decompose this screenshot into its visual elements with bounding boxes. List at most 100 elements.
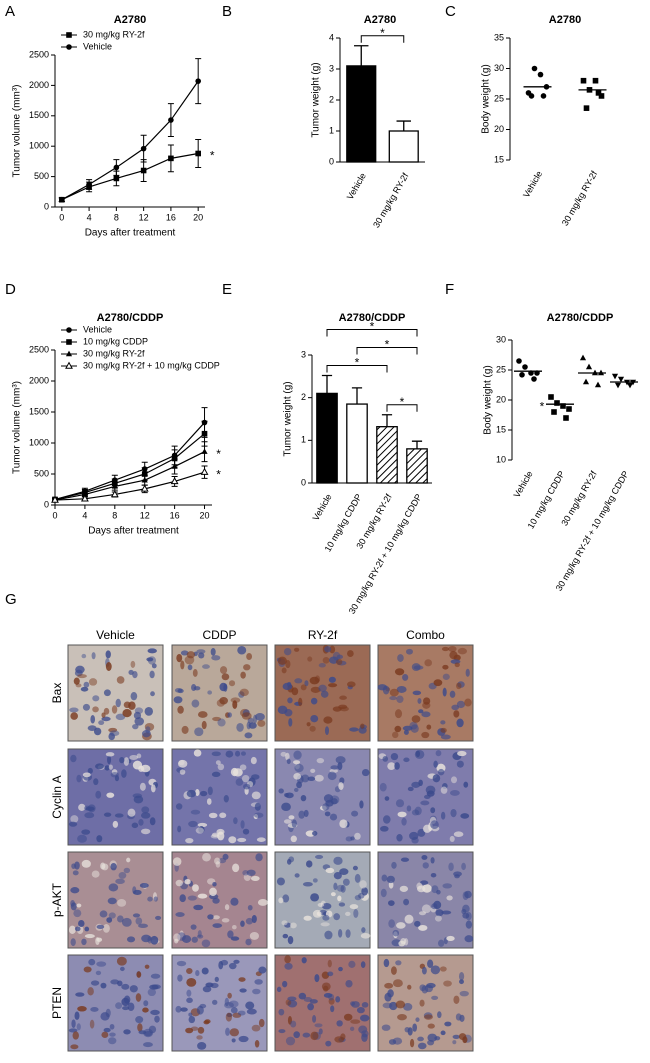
cell (242, 870, 249, 876)
cell (395, 960, 402, 966)
cell (127, 808, 136, 817)
cell (325, 1040, 332, 1047)
cell (138, 765, 145, 772)
cell (407, 786, 414, 792)
cell (212, 881, 217, 887)
cell (186, 977, 197, 987)
cell (396, 834, 403, 842)
cell (173, 696, 183, 704)
cell (361, 927, 366, 933)
legend-label: 30 mg/kg RY-2f + 10 mg/kg CDDP (83, 360, 220, 370)
cell (453, 710, 460, 718)
cell (146, 657, 154, 662)
cell (206, 798, 212, 805)
cell (417, 1036, 424, 1042)
cell (298, 992, 307, 1000)
cell (255, 713, 265, 721)
cell (458, 971, 465, 981)
cell (340, 884, 346, 893)
marker (551, 409, 557, 415)
cell (245, 1001, 255, 1010)
y-tick-label: 25 (494, 93, 504, 103)
cell (181, 935, 192, 943)
cell (411, 781, 421, 788)
cell (312, 831, 318, 836)
micrograph (171, 644, 268, 742)
y-tick-label: 4 (329, 32, 334, 42)
error-bar (396, 120, 411, 131)
cell (115, 698, 121, 708)
bar (406, 448, 428, 484)
y-tick-label: 2500 (29, 344, 49, 354)
cell (443, 980, 452, 987)
cell (287, 1015, 293, 1025)
cell (464, 890, 472, 899)
cell (81, 859, 91, 868)
cell (348, 960, 356, 968)
cell (462, 904, 470, 913)
cell (302, 1032, 311, 1038)
significance-bracket (386, 404, 418, 412)
cell (314, 675, 321, 683)
significance-bracket (356, 346, 418, 355)
legend-label: 30 mg/kg RY-2f (83, 29, 145, 39)
cell (360, 933, 371, 939)
y-tick-label: 35 (494, 32, 504, 42)
cell (251, 791, 261, 800)
cell (114, 813, 124, 818)
cell (322, 657, 330, 664)
micrograph (171, 748, 268, 846)
cell (96, 835, 103, 843)
cell (135, 993, 142, 1002)
cell (211, 751, 221, 757)
cell (251, 914, 257, 924)
cell (83, 681, 90, 688)
cell (337, 895, 342, 902)
bar (376, 426, 398, 484)
row-label: Cyclin A (50, 775, 64, 818)
cell (120, 966, 125, 972)
marker (110, 490, 119, 498)
cell (87, 767, 93, 774)
cell (70, 938, 76, 947)
cell (230, 697, 241, 703)
cell (72, 1031, 79, 1040)
cell (287, 1000, 298, 1008)
cell (361, 1030, 369, 1038)
cell (351, 810, 359, 817)
error-bar (321, 374, 333, 394)
cell (309, 725, 316, 732)
cell (199, 790, 208, 797)
cell (402, 673, 409, 681)
cell (202, 852, 211, 862)
cell (229, 1028, 240, 1037)
cell (197, 822, 208, 828)
cell (207, 690, 213, 695)
y-tick-label: 2 (301, 392, 306, 402)
cell (83, 966, 92, 973)
cell (80, 686, 89, 692)
cell (72, 870, 79, 876)
micrograph (377, 644, 474, 742)
cell (70, 887, 80, 894)
x-tick-label: 8 (112, 510, 117, 520)
cell (416, 882, 423, 890)
x-axis-label: Days after treatment (85, 228, 176, 239)
y-tick-label: 20 (496, 394, 506, 404)
y-tick-label: 1 (329, 125, 334, 135)
cell (214, 857, 221, 865)
cell (323, 993, 333, 998)
cell (140, 812, 151, 819)
cell (446, 935, 455, 942)
marker (200, 467, 209, 475)
marker (519, 372, 525, 378)
cell (90, 714, 96, 724)
x-tick-label: 20 (200, 510, 210, 520)
cell (108, 1037, 117, 1045)
cell (240, 671, 246, 679)
cell (230, 936, 240, 941)
cell (338, 928, 343, 938)
micrograph (171, 954, 268, 1052)
y-tick-label: 10 (496, 454, 506, 464)
cell (449, 651, 458, 660)
